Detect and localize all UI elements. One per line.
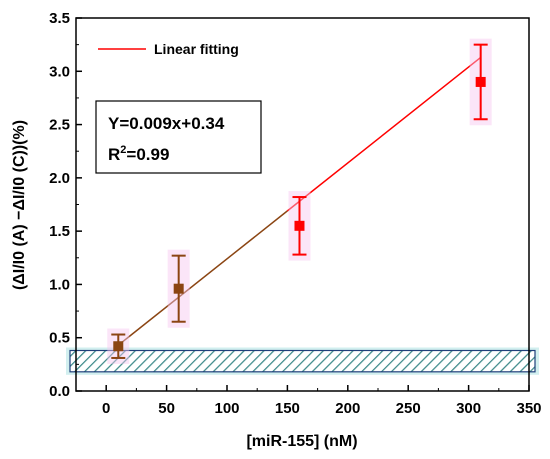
- r-squared-value: =0.99: [126, 145, 169, 164]
- equation-box: [95, 100, 262, 174]
- data-marker: [294, 220, 305, 231]
- r-squared-superscript: 2: [120, 144, 126, 156]
- equation-line: Y=0.009x+0.34: [108, 114, 225, 133]
- data-marker: [173, 283, 184, 294]
- data-marker: [475, 76, 486, 87]
- r-squared-symbol: R: [108, 145, 120, 164]
- x-axis-ticks: 0 50 100 150 200 250 300 350: [102, 385, 542, 417]
- data-marker: [113, 341, 124, 352]
- y-axis-title: (ΔI/I0 (A) −ΔI/I0 (C))(%): [11, 120, 28, 290]
- y-tick-label: 3.0: [49, 63, 70, 80]
- y-tick-label: 3.5: [49, 10, 70, 27]
- x-tick-label: 300: [456, 400, 481, 417]
- x-tick-label: 150: [275, 400, 300, 417]
- x-tick-label: 100: [214, 400, 239, 417]
- data-point-2: [171, 254, 186, 323]
- y-tick-label: 2.0: [49, 170, 70, 187]
- r-squared: R2=0.99: [108, 144, 169, 164]
- y-tick-label: 1.0: [49, 276, 70, 293]
- data-point-3: [292, 196, 307, 256]
- x-tick-label: 50: [158, 400, 175, 417]
- threshold-band: [69, 349, 536, 373]
- y-tick-label: 1.5: [49, 223, 70, 240]
- fit-line-segment-low: [117, 210, 288, 346]
- x-tick-label: 0: [102, 400, 110, 417]
- x-tick-label: 250: [396, 400, 421, 417]
- x-axis-title: [miR-155] (nM): [246, 433, 357, 450]
- y-axis-ticks: 0.0 0.5 1.0 1.5 2.0 2.5 3.0 3.5: [49, 10, 82, 400]
- y-tick-label: 0.0: [49, 383, 70, 400]
- x-tick-label: 350: [516, 400, 541, 417]
- legend-label: Linear fitting: [154, 41, 239, 57]
- threshold-band-layer: [66, 347, 539, 375]
- fit-line-segment-high: [286, 56, 482, 212]
- y-tick-label: 2.5: [49, 117, 70, 134]
- data-points-layer: [107, 38, 492, 364]
- data-point-1: [111, 333, 126, 359]
- data-point-4: [473, 43, 488, 121]
- x-tick-label: 200: [335, 400, 360, 417]
- y-tick-label: 0.5: [49, 330, 70, 347]
- fit-line-layer: [117, 56, 482, 346]
